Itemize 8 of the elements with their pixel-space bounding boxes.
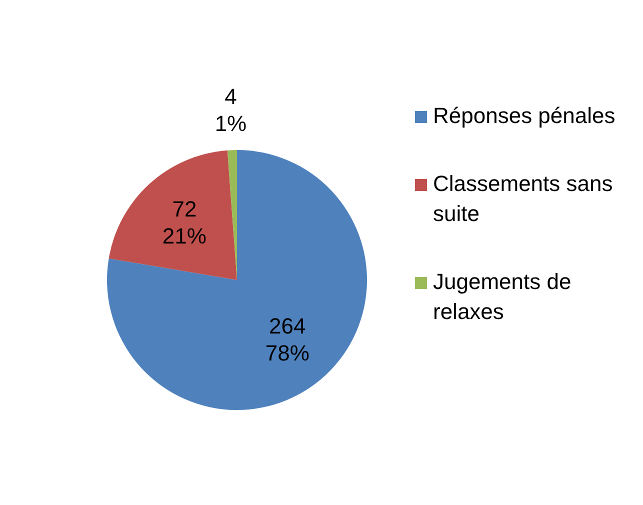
- legend-label: Jugements de relaxes: [433, 268, 572, 326]
- data-label: 264 78%: [265, 314, 310, 366]
- legend-label: Classements sans suite: [433, 170, 614, 228]
- legend-label: Réponses pénales: [433, 102, 616, 130]
- data-label: 72 21%: [162, 196, 206, 248]
- pie-slice: [108, 150, 237, 280]
- pie-slice: [107, 150, 367, 410]
- data-label: 4 1%: [214, 84, 247, 136]
